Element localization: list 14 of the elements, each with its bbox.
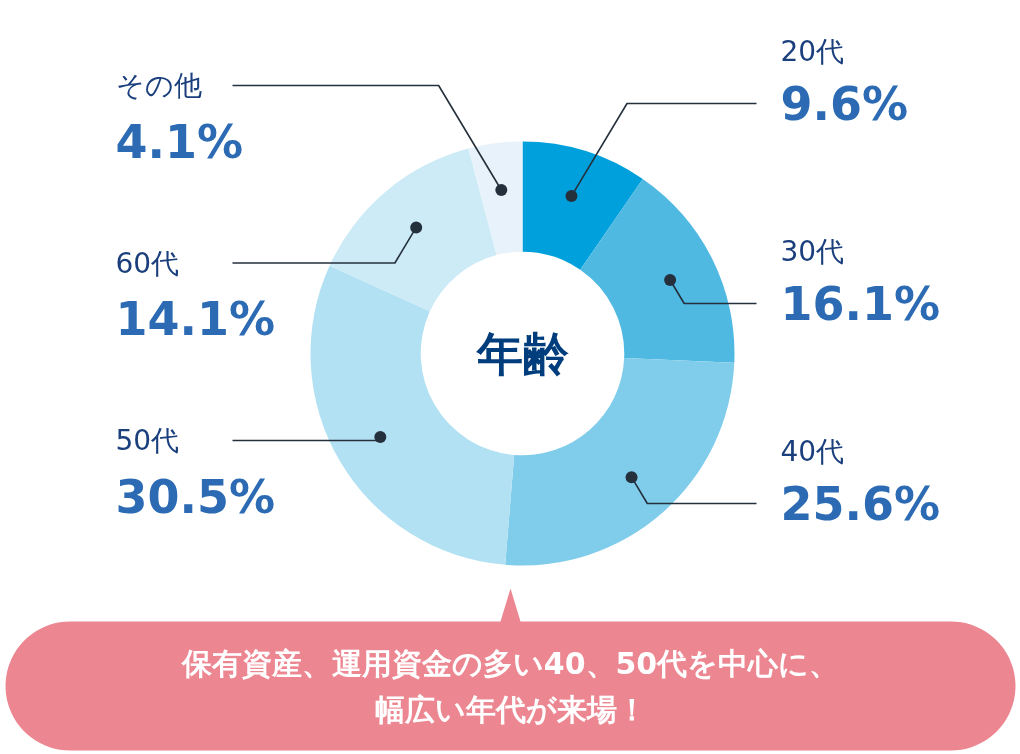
data-label: 4.1% [115,114,244,169]
data-label: 16.1% [780,276,941,331]
slice-label: 40代 [780,435,845,468]
slice-label: 20代 [780,35,845,68]
text: 年齢 [474,326,569,381]
text: 保有資産、運用資金の多い40、50代を中心に、幅広い年代が来場！ [180,645,840,727]
data-label: 30.5% [115,469,276,524]
data-label: 25.6% [780,476,941,531]
slice-label: 50代 [115,424,180,457]
slice-label: その他 [115,69,202,102]
data-label: 9.6% [780,76,909,131]
slice-label: 30代 [780,235,845,268]
slice-label: 60代 [115,246,180,280]
data-label: 14.1% [115,292,276,346]
